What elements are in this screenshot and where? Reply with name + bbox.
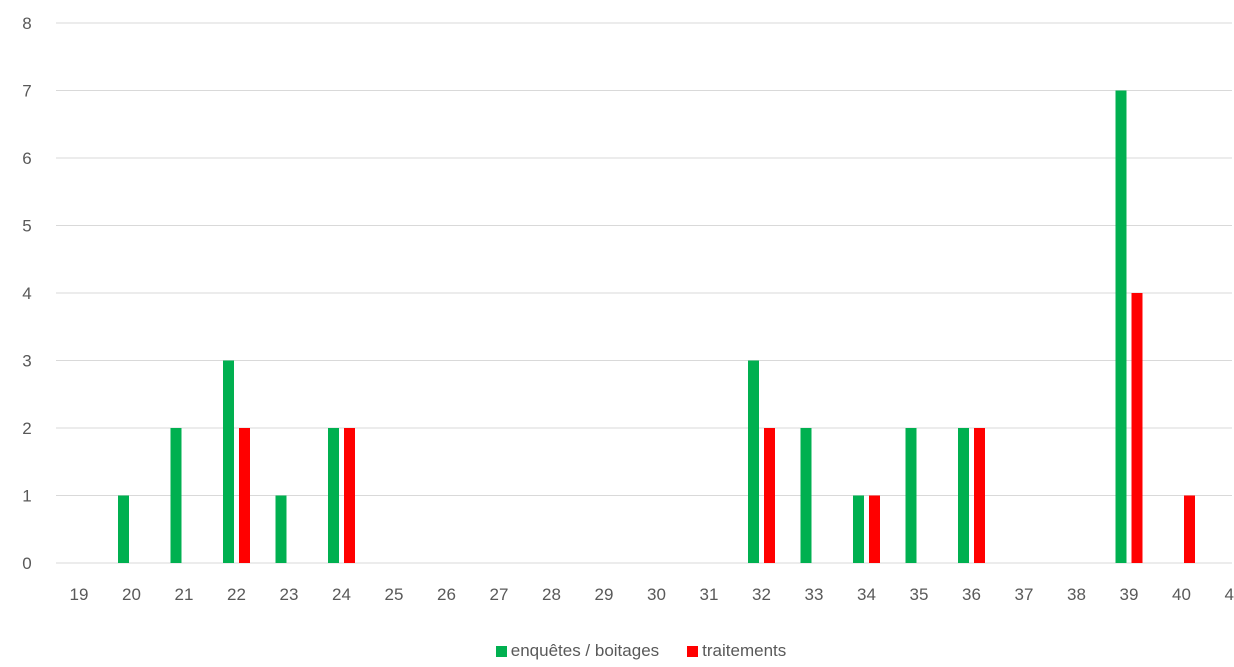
y-tick-label: 0 — [22, 554, 31, 573]
bar-series-2 — [344, 428, 355, 563]
y-tick-label: 6 — [22, 149, 31, 168]
x-tick-label: 34 — [857, 585, 876, 604]
legend-label-series-2: traitements — [702, 641, 787, 660]
legend: enquêtes / boitages traitements — [24, 638, 1234, 664]
x-tick-label: 24 — [332, 585, 351, 604]
y-tick-label: 1 — [22, 487, 31, 506]
bar-series-2 — [974, 428, 985, 563]
bar-series-2 — [1184, 495, 1195, 563]
y-tick-label: 5 — [22, 217, 31, 236]
bar-series-2 — [1131, 293, 1143, 563]
bar-series-2 — [239, 428, 250, 563]
bar-series-1 — [748, 360, 759, 563]
x-tick-label: 41 — [1225, 585, 1234, 604]
bar-series-1 — [958, 428, 969, 563]
x-tick-label: 21 — [175, 585, 194, 604]
bar-series-1 — [170, 428, 182, 563]
x-tick-label: 39 — [1120, 585, 1139, 604]
x-tick-label: 35 — [910, 585, 929, 604]
y-tick-label: 3 — [22, 352, 31, 371]
x-tick-label: 36 — [962, 585, 981, 604]
x-tick-label: 27 — [490, 585, 509, 604]
x-tick-label: 38 — [1067, 585, 1086, 604]
bar-series-2 — [764, 428, 775, 563]
y-tick-label: 4 — [22, 284, 31, 303]
y-tick-label: 7 — [22, 82, 31, 101]
x-tick-label: 28 — [542, 585, 561, 604]
x-tick-label: 31 — [700, 585, 719, 604]
x-tick-label: 29 — [595, 585, 614, 604]
bar-series-1 — [905, 428, 917, 563]
bar-series-1 — [223, 360, 234, 563]
bar-series-1 — [853, 495, 864, 563]
x-tick-label: 25 — [385, 585, 404, 604]
legend-swatch-series-2 — [687, 645, 699, 657]
legend-item-series-2: traitements — [687, 641, 786, 661]
legend-swatch-series-1 — [495, 645, 507, 657]
x-tick-label: 33 — [805, 585, 824, 604]
x-tick-label: 22 — [227, 585, 246, 604]
x-tick-label: 26 — [437, 585, 456, 604]
x-tick-label: 23 — [280, 585, 299, 604]
bar-series-1 — [1115, 90, 1127, 563]
legend-item-series-1: enquêtes / boitages — [495, 641, 660, 661]
bar-series-1 — [118, 495, 129, 563]
x-tick-label: 32 — [752, 585, 771, 604]
bar-series-2 — [869, 495, 880, 563]
bar-series-1 — [275, 495, 287, 563]
bar-series-1 — [328, 428, 339, 563]
y-axis-tick-labels: 0 1 2 3 4 5 6 7 8 — [22, 14, 31, 573]
legend-label-series-1: enquêtes / boitages — [510, 641, 660, 660]
x-tick-label: 40 — [1172, 585, 1191, 604]
bar-series-1 — [800, 428, 812, 563]
y-tick-label: 8 — [22, 14, 31, 33]
x-axis-tick-labels: 19 20 21 22 23 24 25 26 27 28 29 30 31 32 33 34 35 36 37 38… — [70, 585, 1234, 604]
x-tick-label: 20 — [122, 585, 141, 604]
gridlines — [56, 22, 1232, 564]
x-tick-label: 37 — [1015, 585, 1034, 604]
x-tick-label: 19 — [70, 585, 89, 604]
y-tick-label: 2 — [22, 419, 31, 438]
bars — [118, 90, 1195, 563]
x-tick-label: 30 — [647, 585, 666, 604]
